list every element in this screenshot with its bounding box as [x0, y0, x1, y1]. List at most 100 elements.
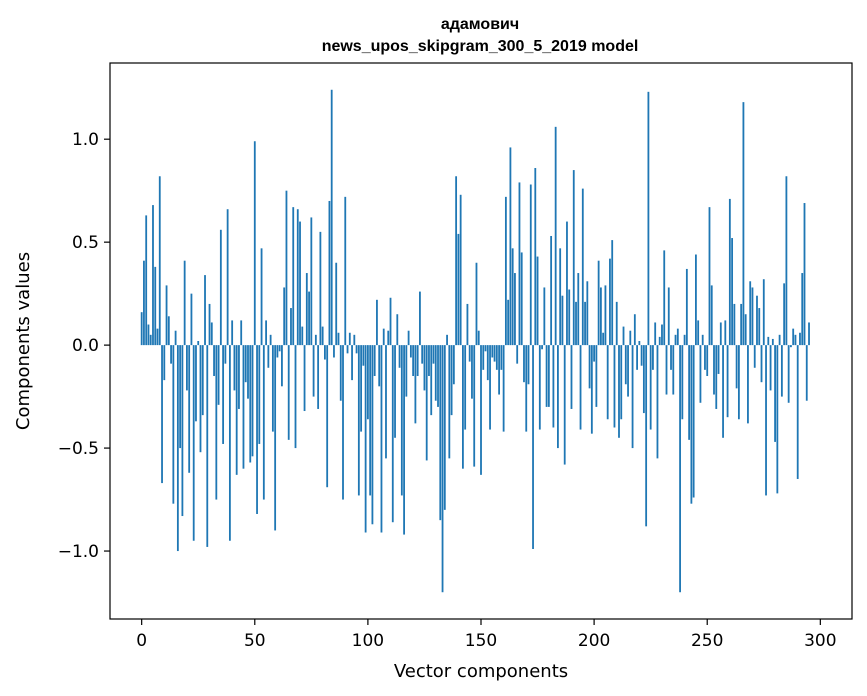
bar	[256, 345, 258, 514]
bar	[321, 326, 324, 346]
bar	[385, 345, 387, 459]
bar	[262, 345, 265, 500]
bar	[500, 345, 503, 370]
bar	[412, 345, 415, 377]
x-tick-label: 150	[465, 631, 497, 651]
bar	[416, 345, 419, 377]
bar	[609, 258, 611, 346]
bar	[448, 345, 451, 459]
bar	[532, 345, 534, 549]
bar	[217, 345, 220, 405]
x-axis-label: Vector components	[394, 661, 568, 682]
bar	[443, 345, 446, 510]
plot-frame	[109, 62, 853, 620]
bar	[717, 345, 720, 374]
bar	[760, 345, 763, 383]
bar	[489, 345, 491, 430]
bar	[317, 345, 320, 409]
bar	[274, 345, 277, 531]
bar	[509, 147, 512, 346]
bar	[620, 345, 623, 420]
y-tick-label: −0.5	[58, 439, 99, 459]
bar	[685, 268, 688, 346]
bar	[360, 345, 363, 432]
bar	[799, 332, 801, 346]
y-tick-label: −1.0	[58, 542, 99, 562]
bar	[475, 262, 478, 346]
bar	[769, 345, 772, 391]
bar	[563, 345, 566, 465]
bar	[464, 345, 467, 430]
bar	[208, 303, 211, 346]
bar	[376, 299, 378, 346]
bar	[301, 326, 304, 346]
bar	[790, 345, 792, 348]
bar	[577, 273, 580, 346]
bar	[158, 176, 161, 346]
bar	[265, 320, 267, 346]
bar	[801, 273, 804, 346]
bar	[726, 345, 729, 418]
y-axis-ticks: −1.0 −0.5 0.0 0.5 1.0	[58, 130, 110, 562]
bar	[658, 336, 661, 346]
chart-subtitle: news_upos_skipgram_300_5_2019 model	[322, 38, 639, 55]
bar	[719, 322, 722, 346]
bar	[163, 345, 166, 381]
bar	[756, 295, 758, 346]
bar	[152, 205, 154, 346]
bar	[624, 345, 627, 385]
bar	[181, 345, 184, 517]
bar	[692, 345, 695, 498]
bar	[337, 332, 340, 346]
bar	[330, 89, 333, 346]
bar	[543, 287, 546, 346]
bar	[206, 345, 209, 547]
y-tick-label: 1.0	[72, 130, 99, 150]
bar	[534, 168, 537, 346]
bar	[647, 91, 650, 346]
bar	[285, 190, 288, 346]
bar	[629, 330, 632, 346]
bar	[599, 287, 602, 346]
bar	[697, 320, 700, 346]
bar	[753, 345, 756, 368]
bar	[344, 196, 347, 346]
bar	[656, 345, 659, 459]
bar	[183, 260, 186, 346]
bar	[640, 345, 643, 366]
bar	[581, 188, 584, 346]
bar	[176, 345, 179, 552]
bar	[758, 308, 761, 346]
x-axis-ticks: 0 50 100 150 200 250 300	[136, 619, 837, 651]
bar	[663, 250, 666, 346]
bar	[204, 275, 206, 346]
bar	[706, 345, 709, 377]
bar	[167, 316, 170, 346]
bar	[665, 345, 668, 395]
bar	[708, 207, 711, 346]
bar	[681, 345, 684, 420]
bar	[683, 334, 686, 346]
bar	[201, 345, 204, 416]
bar	[803, 203, 806, 346]
bar	[249, 345, 252, 463]
bar	[389, 297, 392, 346]
bar	[380, 345, 383, 533]
bar	[541, 345, 543, 350]
bar	[482, 345, 485, 370]
bar	[269, 334, 272, 346]
bar	[366, 345, 369, 420]
bar	[545, 345, 548, 407]
bar	[751, 287, 754, 346]
y-tick-label: 0.5	[72, 233, 99, 253]
bar	[394, 345, 396, 438]
bar	[570, 345, 573, 409]
bar	[195, 345, 197, 422]
bar	[690, 345, 693, 504]
bar	[353, 334, 356, 346]
bar	[466, 303, 469, 346]
bar	[550, 235, 553, 346]
bar	[484, 345, 487, 352]
bar	[260, 248, 263, 346]
